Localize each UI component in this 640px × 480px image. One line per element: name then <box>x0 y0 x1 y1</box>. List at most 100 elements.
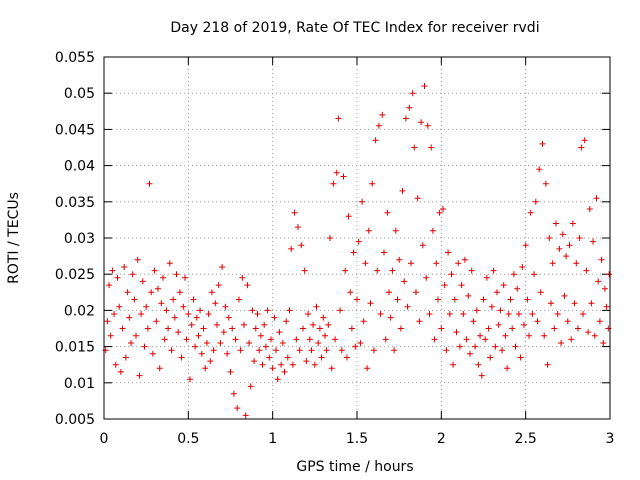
data-point <box>495 321 502 328</box>
x-tick-label: 0.5 <box>177 431 199 447</box>
data-point <box>564 318 571 325</box>
data-point <box>362 260 369 267</box>
chart-title: Day 218 of 2019, Rate Of TEC Index for r… <box>170 20 539 36</box>
data-point <box>396 256 403 263</box>
data-point <box>458 282 465 289</box>
data-point <box>187 376 193 383</box>
data-point <box>193 314 200 321</box>
data-point <box>593 195 600 202</box>
data-point <box>342 267 349 274</box>
data-point <box>257 332 264 339</box>
data-point <box>573 260 580 267</box>
data-point <box>160 274 166 281</box>
data-point <box>220 329 227 336</box>
data-point <box>337 307 344 314</box>
data-point <box>173 271 180 278</box>
data-point <box>600 340 607 346</box>
data-point <box>190 296 197 303</box>
data-point <box>171 314 178 321</box>
data-point <box>379 111 386 118</box>
data-point <box>548 300 554 307</box>
data-point <box>136 372 143 379</box>
data-point <box>182 274 188 281</box>
data-point <box>158 300 165 307</box>
y-tick-label: 0.03 <box>64 231 95 247</box>
x-axis-label: GPS time / hours <box>296 459 413 475</box>
data-point <box>156 365 163 372</box>
data-point <box>161 336 168 343</box>
data-point <box>402 115 409 122</box>
data-point <box>575 325 581 332</box>
data-point <box>569 220 576 227</box>
data-point <box>300 325 306 332</box>
data-point <box>435 296 441 303</box>
data-point <box>195 332 202 339</box>
data-point <box>148 289 155 296</box>
data-point <box>268 336 274 343</box>
data-point <box>286 307 293 314</box>
data-point <box>202 365 209 372</box>
data-point <box>446 311 453 317</box>
data-point <box>116 303 123 310</box>
data-point <box>151 267 158 274</box>
data-point <box>143 303 150 310</box>
data-point <box>598 256 605 263</box>
data-point <box>219 264 226 270</box>
data-point <box>230 390 237 397</box>
data-point <box>254 311 261 317</box>
data-point <box>131 296 138 303</box>
data-point <box>460 311 467 317</box>
data-point <box>289 361 296 368</box>
data-point <box>124 289 131 296</box>
y-tick-label: 0.02 <box>64 303 95 319</box>
data-point <box>192 343 199 350</box>
data-point <box>188 321 195 328</box>
y-tick-label: 0.015 <box>55 340 95 356</box>
data-point <box>232 336 239 343</box>
data-point <box>372 137 379 144</box>
data-point <box>244 282 251 289</box>
data-point <box>241 321 247 328</box>
data-point <box>529 311 536 317</box>
data-point <box>175 329 182 336</box>
data-point <box>214 321 220 328</box>
data-point <box>332 336 339 343</box>
x-tick-label: 1 <box>268 431 277 447</box>
data-point <box>536 166 543 173</box>
x-tick-label: 3 <box>606 431 615 447</box>
data-point <box>295 224 301 231</box>
data-point <box>168 347 175 354</box>
data-point <box>387 314 394 321</box>
data-point <box>298 242 305 249</box>
data-point <box>320 314 327 321</box>
data-point <box>234 405 241 412</box>
data-point <box>348 325 355 332</box>
data-point <box>527 209 534 216</box>
data-point <box>526 332 532 339</box>
data-point <box>141 343 148 350</box>
data-point <box>507 296 514 303</box>
data-point <box>311 361 318 368</box>
data-point <box>441 282 448 289</box>
data-point <box>310 321 317 328</box>
data-point <box>126 314 133 321</box>
data-point <box>200 325 207 332</box>
data-point <box>207 358 214 365</box>
data-point <box>111 311 118 317</box>
data-point <box>532 198 539 205</box>
data-point <box>436 209 443 216</box>
data-point <box>606 271 613 278</box>
data-point <box>269 365 276 372</box>
data-point <box>323 347 330 354</box>
data-point <box>109 267 116 274</box>
data-point <box>146 180 153 187</box>
data-point <box>278 361 285 368</box>
data-point <box>106 282 113 289</box>
data-point <box>477 332 484 339</box>
data-point <box>450 361 457 368</box>
data-point <box>303 358 310 365</box>
data-point <box>273 347 279 354</box>
data-point <box>583 267 590 274</box>
y-tick-label: 0.045 <box>55 122 95 138</box>
data-point <box>494 289 500 296</box>
